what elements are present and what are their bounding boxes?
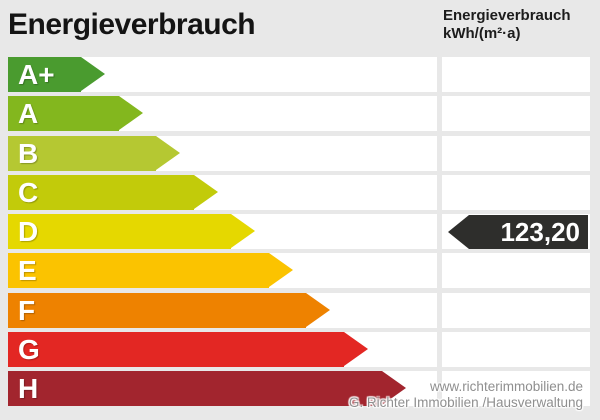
value-cell-f [442, 292, 590, 328]
value-cell-d: 123,20 [442, 214, 590, 249]
rating-arrow-b: B [8, 135, 180, 171]
value-marker: 123,20 [448, 214, 588, 249]
scale-cell-e: E [8, 253, 437, 289]
scale-cell-d: D [8, 214, 437, 249]
watermark-url: www.richterimmobilien.de [429, 379, 583, 394]
rating-row-e: E [8, 253, 590, 289]
rating-arrow-tip-c [194, 174, 218, 209]
rating-row-d: D 123,20 [8, 214, 590, 249]
rating-arrow-tip-a [119, 96, 143, 131]
scale-cell-a: A [8, 96, 437, 132]
rating-row-a-plus: A+ [8, 57, 590, 92]
rating-arrow-f: F [8, 292, 330, 328]
scale-cell-c: C [8, 174, 437, 210]
value-cell-h [442, 371, 590, 406]
rating-arrow-tip-d [231, 214, 255, 248]
rating-arrow-tip-h [382, 371, 406, 405]
rating-arrow-tip-e [269, 253, 293, 288]
rating-letter-g: G [8, 331, 344, 367]
scale-cell-g: G [8, 331, 437, 367]
rating-arrow-h: H [8, 371, 406, 406]
rating-letter-a: A [8, 96, 119, 132]
rating-letter-e: E [8, 253, 269, 289]
rating-arrow-a: A [8, 96, 143, 132]
rating-row-b: B [8, 135, 590, 171]
rating-letter-h: H [8, 371, 382, 406]
unit-header: Energieverbrauch kWh/(m²·a) [443, 7, 571, 43]
watermark: www.richterimmobilien.de G. Richter Immo… [349, 379, 583, 411]
rating-arrow-a-plus: A+ [8, 57, 105, 92]
rating-letter-c: C [8, 174, 194, 210]
rating-arrow-tip-g [344, 331, 368, 366]
rating-arrow-g: G [8, 331, 368, 367]
value-cell-b [442, 135, 590, 171]
unit-header-line2: kWh/(m²·a) [443, 25, 521, 42]
page-title: Energieverbrauch [8, 8, 256, 41]
rating-letter-a-plus: A+ [8, 57, 81, 92]
scale-cell-b: B [8, 135, 437, 171]
rating-row-h: H [8, 371, 590, 406]
rating-row-a: A [8, 96, 590, 132]
rating-letter-f: F [8, 292, 306, 328]
rating-arrow-tip-b [156, 135, 180, 170]
rating-arrow-e: E [8, 253, 293, 289]
value-cell-e [442, 253, 590, 289]
value-cell-g [442, 331, 590, 367]
rating-row-f: F [8, 292, 590, 328]
unit-header-line1: Energieverbrauch [443, 7, 571, 24]
rating-arrow-tip-f [306, 292, 330, 327]
value-marker-text: 123,20 [469, 214, 588, 249]
rating-arrow-c: C [8, 174, 218, 210]
scale-cell-h: H [8, 371, 437, 406]
scale-cell-f: F [8, 292, 437, 328]
rating-scale: A+ A B C D 123,20 E F G H [8, 57, 590, 410]
value-cell-a-plus [442, 57, 590, 92]
value-cell-a [442, 96, 590, 132]
rating-letter-b: B [8, 135, 156, 171]
rating-row-g: G [8, 331, 590, 367]
rating-arrow-d: D [8, 214, 255, 249]
scale-cell-a-plus: A+ [8, 57, 437, 92]
rating-arrow-tip-a-plus [81, 57, 105, 91]
watermark-company: G. Richter Immobilien /Hausverwaltung [348, 395, 583, 410]
rating-letter-d: D [8, 214, 231, 249]
rating-row-c: C [8, 174, 590, 210]
value-marker-tip [448, 214, 469, 249]
value-cell-c [442, 174, 590, 210]
